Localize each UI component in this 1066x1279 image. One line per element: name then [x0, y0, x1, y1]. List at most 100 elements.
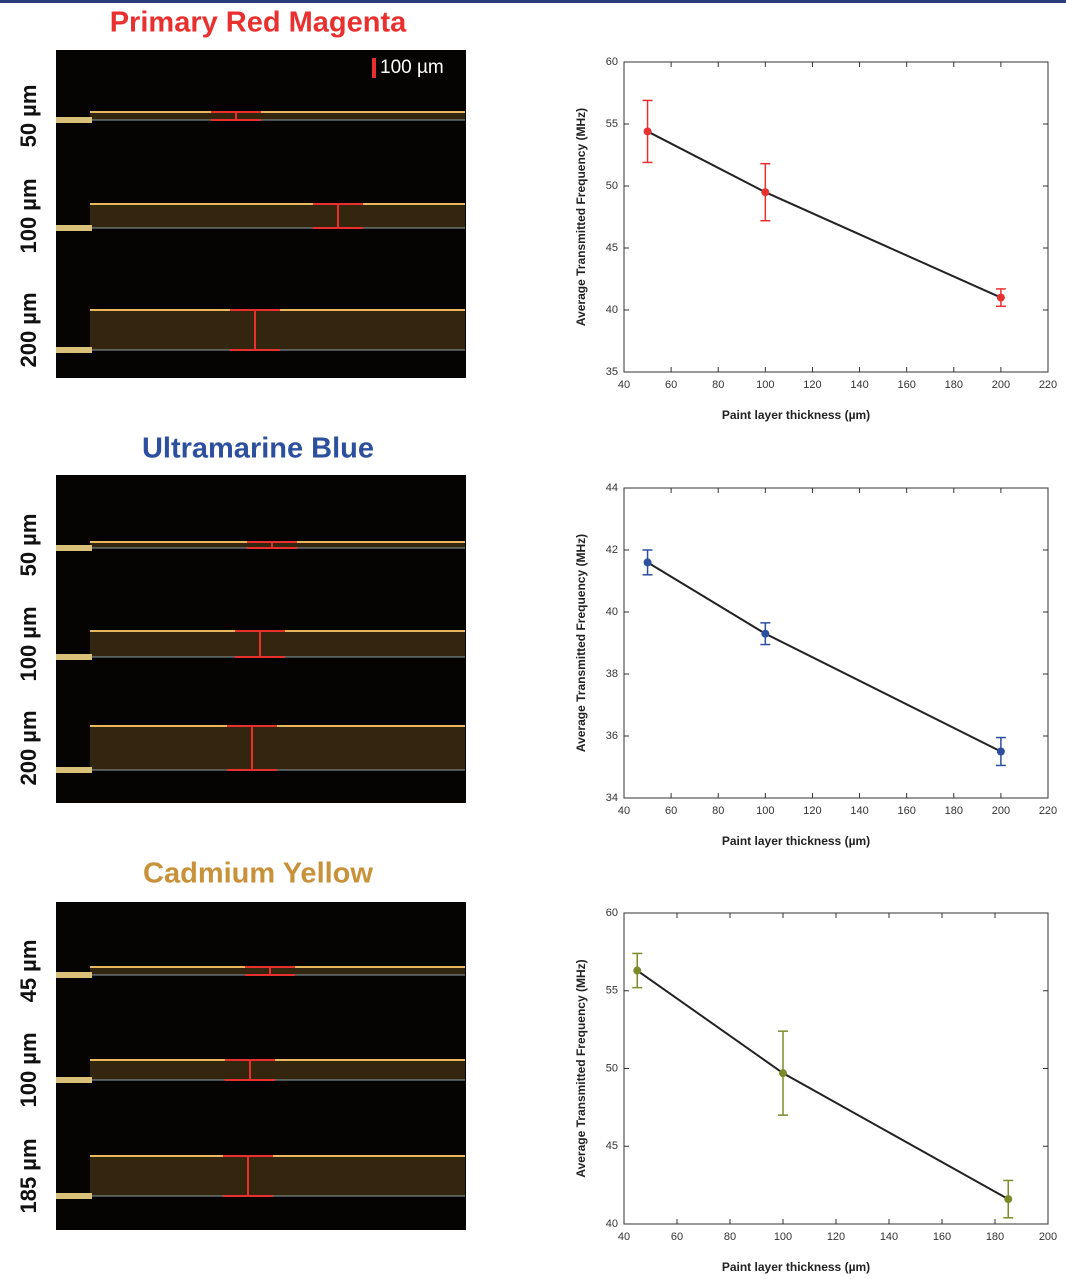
x-tick-label: 100	[756, 805, 774, 817]
y-axis-label: Average Transmitted Frequency (MHz)	[574, 534, 588, 752]
thickness-label: 200 µm	[16, 292, 41, 367]
x-tick-label: 180	[986, 1231, 1004, 1243]
data-point	[996, 747, 1005, 756]
x-tick-label: 160	[933, 1231, 951, 1243]
thickness-label: 185 µm	[16, 1138, 41, 1213]
thickness-label: 100 µm	[16, 1032, 41, 1107]
oct-probe	[56, 1077, 92, 1083]
x-tick-label: 120	[827, 1231, 845, 1243]
y-tick-label: 60	[606, 56, 618, 68]
panel-title: Ultramarine Blue	[142, 433, 374, 465]
data-point	[1004, 1195, 1013, 1204]
x-tick-label: 140	[850, 805, 868, 817]
x-tick-label: 140	[880, 1231, 898, 1243]
panel-title: Cadmium Yellow	[143, 858, 373, 890]
x-tick-label: 160	[897, 379, 915, 391]
x-tick-label: 220	[1039, 805, 1057, 817]
x-tick-label: 100	[756, 379, 774, 391]
oct-probe	[56, 972, 92, 978]
x-tick-label: 120	[803, 379, 821, 391]
oct-probe	[56, 347, 92, 353]
trend-line	[647, 130, 1002, 299]
x-tick-label: 140	[850, 379, 868, 391]
y-tick-label: 40	[606, 1218, 618, 1230]
y-tick-label: 45	[606, 242, 618, 254]
top-strip	[0, 0, 1066, 3]
oct-layer	[90, 310, 465, 350]
x-tick-label: 200	[992, 379, 1010, 391]
x-tick-label: 200	[992, 805, 1010, 817]
data-point	[779, 1069, 787, 1078]
x-tick-label: 80	[712, 805, 724, 817]
y-tick-label: 55	[606, 118, 618, 130]
x-tick-label: 200	[1039, 1231, 1057, 1243]
plot-frame	[623, 61, 1049, 373]
data-point	[996, 293, 1005, 302]
x-tick-label: 40	[618, 379, 630, 391]
x-tick-label: 180	[945, 379, 963, 391]
y-tick-label: 44	[606, 482, 618, 494]
y-tick-label: 38	[606, 668, 618, 680]
y-tick-label: 42	[606, 544, 618, 556]
data-point	[643, 127, 652, 136]
thickness-label: 200 µm	[16, 710, 41, 785]
y-tick-label: 36	[606, 730, 618, 742]
oct-layer	[90, 726, 465, 770]
x-tick-label: 40	[618, 805, 630, 817]
oct-probe	[56, 545, 92, 551]
scale-bar-label: 100 µm	[380, 57, 444, 78]
x-axis-label: Paint layer thickness (µm)	[722, 408, 870, 422]
plot-frame	[623, 912, 1049, 1225]
x-tick-label: 80	[712, 379, 724, 391]
oct-layer	[90, 204, 465, 228]
oct-layer	[90, 1156, 465, 1196]
x-tick-label: 220	[1039, 379, 1057, 391]
y-axis-label: Average Transmitted Frequency (MHz)	[574, 959, 588, 1177]
y-tick-label: 34	[606, 792, 618, 804]
x-tick-label: 40	[618, 1231, 630, 1243]
data-point	[761, 629, 770, 638]
thickness-label: 100 µm	[16, 178, 41, 253]
x-tick-label: 80	[724, 1231, 736, 1243]
oct-probe	[56, 654, 92, 660]
oct-probe	[56, 225, 92, 231]
oct-layer	[90, 631, 465, 657]
y-tick-label: 35	[606, 366, 618, 378]
scale-bar	[372, 58, 376, 78]
thickness-label: 50 µm	[16, 514, 41, 577]
x-tick-label: 160	[897, 805, 915, 817]
x-tick-label: 60	[671, 1231, 683, 1243]
x-tick-label: 60	[665, 805, 677, 817]
x-tick-label: 120	[803, 805, 821, 817]
thickness-label: 45 µm	[16, 940, 41, 1003]
thickness-label: 50 µm	[16, 85, 41, 148]
y-tick-label: 60	[606, 907, 618, 919]
trend-line	[647, 561, 1002, 753]
panel-title: Primary Red Magenta	[110, 7, 407, 39]
x-tick-label: 60	[665, 379, 677, 391]
oct-probe	[56, 1193, 92, 1199]
y-tick-label: 45	[606, 1140, 618, 1152]
oct-probe	[56, 117, 92, 123]
trend-line	[636, 969, 1009, 1200]
data-point	[633, 966, 642, 975]
y-axis-label: Average Transmitted Frequency (MHz)	[574, 108, 588, 326]
y-tick-label: 50	[606, 1062, 618, 1074]
thickness-label: 100 µm	[16, 606, 41, 681]
y-tick-label: 50	[606, 180, 618, 192]
x-axis-label: Paint layer thickness (µm)	[722, 1260, 870, 1274]
oct-layer	[90, 112, 465, 120]
data-point	[643, 558, 652, 567]
oct-layer	[90, 542, 465, 548]
data-point	[761, 188, 770, 197]
y-tick-label: 40	[606, 304, 618, 316]
x-tick-label: 100	[774, 1231, 792, 1243]
y-tick-label: 40	[606, 606, 618, 618]
y-tick-label: 55	[606, 985, 618, 997]
oct-layer	[90, 967, 465, 975]
oct-layer	[90, 1060, 465, 1080]
x-axis-label: Paint layer thickness (µm)	[722, 834, 870, 848]
plot-frame	[623, 487, 1049, 799]
oct-probe	[56, 767, 92, 773]
